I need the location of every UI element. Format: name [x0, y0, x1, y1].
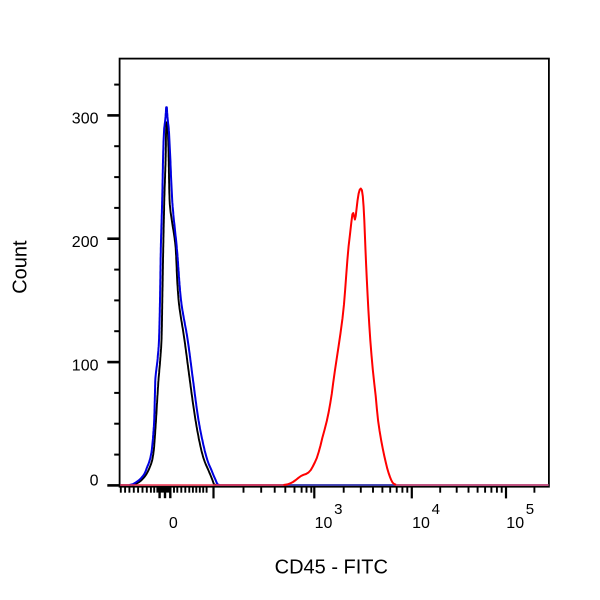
svg-text:300: 300	[72, 111, 99, 128]
svg-text:0: 0	[90, 473, 99, 490]
svg-text:3: 3	[334, 501, 342, 518]
svg-text:CD45 - FITC: CD45 - FITC	[275, 557, 388, 579]
svg-text:Count: Count	[10, 240, 32, 294]
svg-text:100: 100	[72, 357, 99, 374]
svg-text:4: 4	[432, 501, 440, 518]
svg-text:5: 5	[526, 501, 534, 518]
svg-text:10: 10	[315, 515, 333, 532]
svg-text:200: 200	[72, 234, 99, 251]
svg-text:10: 10	[506, 515, 524, 532]
svg-text:10: 10	[412, 515, 430, 532]
svg-text:0: 0	[169, 515, 178, 532]
